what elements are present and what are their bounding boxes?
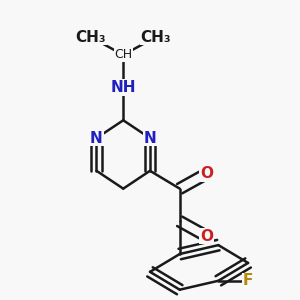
- Text: N: N: [90, 130, 103, 146]
- Text: NH: NH: [110, 80, 136, 95]
- Text: CH₃: CH₃: [141, 30, 171, 45]
- Text: O: O: [200, 166, 213, 181]
- Text: CH: CH: [114, 48, 132, 62]
- Text: O: O: [200, 229, 213, 244]
- Text: CH₃: CH₃: [75, 30, 106, 45]
- Text: N: N: [144, 130, 156, 146]
- Text: F: F: [243, 273, 253, 288]
